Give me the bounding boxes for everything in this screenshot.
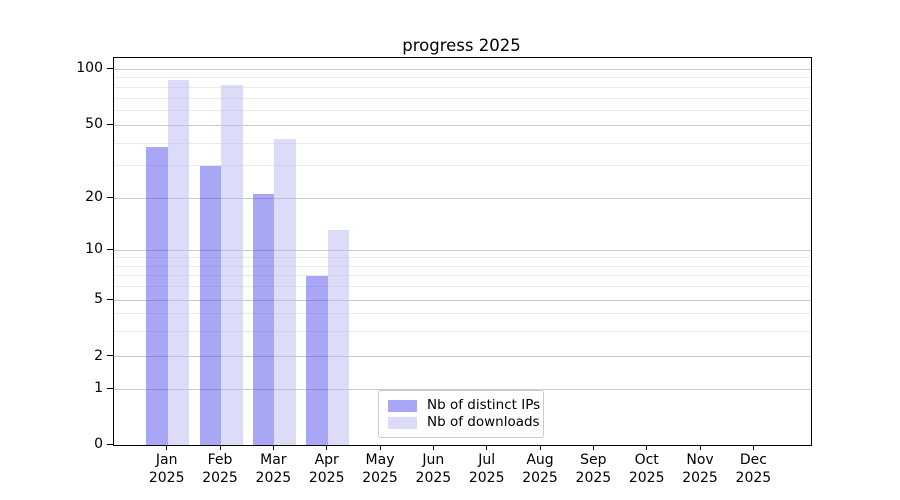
x-tick-label: Oct 2025 — [628, 452, 665, 486]
x-tick-label: Aug 2025 — [522, 452, 558, 486]
y-tick — [107, 387, 113, 389]
x-tick-label: May 2025 — [362, 452, 398, 486]
gridline-minor — [114, 110, 811, 112]
gridline-minor — [114, 313, 811, 315]
legend-swatch-distinct-ips-icon — [388, 399, 417, 412]
x-tick — [486, 445, 488, 450]
y-tick-label: 1 — [94, 380, 103, 397]
x-tick — [432, 445, 435, 450]
gridline-major — [114, 124, 811, 126]
gridline-major — [114, 388, 811, 390]
bar-distinct-ips-mar — [252, 194, 275, 445]
gridline-minor — [114, 331, 811, 333]
gridline-major — [114, 299, 811, 301]
gridline-major — [114, 68, 811, 70]
y-tick — [107, 123, 113, 125]
y-tick-label: 2 — [94, 347, 103, 364]
x-tick — [219, 445, 221, 450]
x-tick-label: Dec 2025 — [735, 452, 772, 486]
chart-title: progress 2025 — [402, 36, 521, 55]
x-tick — [699, 445, 701, 450]
gridline-major — [114, 356, 811, 358]
y-tick-label: 100 — [76, 60, 103, 77]
gridline-major — [114, 249, 811, 251]
x-tick — [592, 445, 595, 450]
x-tick — [379, 445, 381, 450]
legend-swatch-downloads-icon — [388, 416, 417, 429]
y-tick — [107, 67, 113, 69]
y-tick — [107, 443, 113, 445]
x-tick — [166, 445, 168, 450]
y-tick-label: 20 — [85, 189, 103, 206]
y-tick-label: 5 — [94, 291, 103, 307]
x-tick — [539, 445, 541, 450]
bar-downloads-apr — [327, 230, 350, 445]
x-tick — [752, 445, 755, 450]
x-tick-label: Jan 2025 — [148, 452, 185, 486]
bar-distinct-ips-apr — [306, 275, 328, 445]
x-tick — [272, 445, 275, 450]
y-tick-label: 50 — [85, 116, 103, 133]
x-tick-label: Mar 2025 — [255, 452, 292, 486]
y-tick-label: 10 — [85, 241, 103, 257]
legend-label-downloads: Nb of downloads — [427, 414, 540, 430]
y-tick — [107, 298, 113, 300]
x-tick-label: Apr 2025 — [308, 452, 345, 486]
gridline-major — [114, 197, 811, 199]
legend-item-downloads: Nb of downloads — [388, 414, 540, 431]
plot-area — [113, 57, 812, 446]
gridline-minor — [114, 257, 811, 259]
legend-item-distinct-ips: Nb of distinct IPs — [388, 397, 540, 414]
gridline-minor — [114, 77, 811, 79]
bar-distinct-ips-jan — [146, 147, 168, 445]
bar-distinct-ips-feb — [199, 165, 222, 445]
x-tick — [646, 445, 648, 450]
gridline-minor — [114, 165, 811, 167]
bar-downloads-jan — [167, 79, 190, 445]
gridline-minor — [114, 275, 811, 277]
x-tick-label: Sep 2025 — [575, 452, 612, 486]
y-tick — [107, 355, 113, 357]
y-tick — [107, 248, 113, 250]
legend-label-distinct-ips: Nb of distinct IPs — [427, 397, 541, 413]
x-tick-label: Jun 2025 — [415, 452, 452, 486]
y-tick-label: 0 — [94, 436, 103, 452]
x-tick-label: Jul 2025 — [468, 452, 505, 486]
y-tick — [107, 196, 113, 198]
bar-downloads-feb — [221, 85, 243, 445]
gridline-minor — [114, 142, 811, 144]
legend: Nb of distinct IPs Nb of downloads — [378, 390, 544, 438]
x-tick — [326, 445, 328, 450]
gridline-minor — [114, 265, 811, 267]
gridline-minor — [114, 86, 811, 88]
bar-downloads-mar — [274, 139, 296, 445]
gridline-minor — [114, 286, 811, 288]
x-tick-label: Nov 2025 — [682, 452, 718, 486]
gridline-minor — [114, 97, 811, 99]
x-tick-label: Feb 2025 — [202, 452, 238, 486]
